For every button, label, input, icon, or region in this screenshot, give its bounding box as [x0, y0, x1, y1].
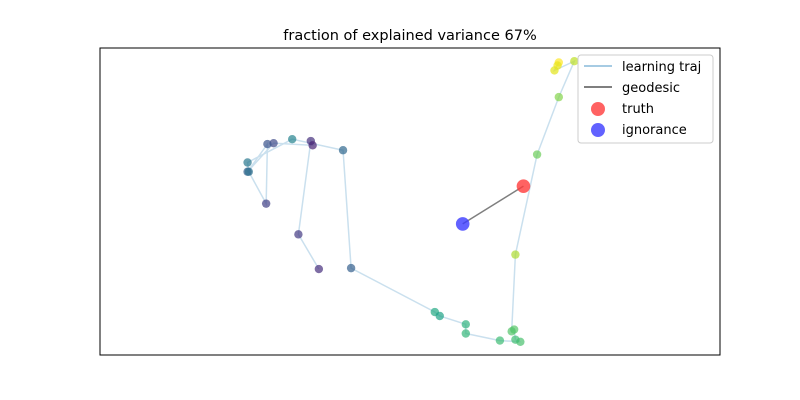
trajectory-point-8: [244, 167, 253, 176]
trajectory-point-19: [511, 335, 520, 344]
trajectory-point-3: [308, 141, 317, 150]
trajectory-points: [243, 57, 579, 346]
truth-marker: [516, 179, 531, 193]
trajectory-point-25: [570, 57, 579, 66]
ignorance-marker: [455, 217, 470, 231]
legend-truth-label: truth: [622, 102, 654, 117]
geodesic-layer: [462, 185, 524, 225]
trajectory-point-23: [532, 150, 542, 159]
geodesic-line: [462, 185, 524, 225]
trajectory-point-1: [294, 230, 303, 239]
trajectory-point-28: [553, 61, 562, 70]
trajectory-point-7: [261, 199, 271, 208]
trajectory-point-22: [511, 250, 520, 259]
trajectory-point-11: [338, 146, 348, 155]
plot-frame: [99, 47, 721, 356]
trajectory-point-9: [243, 158, 252, 167]
trajectory-point-14: [435, 311, 444, 321]
legend-truth-swatch: [591, 102, 605, 116]
trajectory-point-15: [461, 320, 470, 329]
trajectory-point-6: [263, 139, 272, 149]
legend: learning traj geodesic truth ignorance: [577, 54, 714, 144]
legend-ignorance-label: ignorance: [622, 123, 687, 138]
chart-title: fraction of explained variance 67%: [283, 28, 536, 44]
legend-geodesic-label: geodesic: [622, 81, 680, 96]
trajectory-point-10: [288, 134, 297, 144]
legend-ignorance-swatch: [591, 123, 605, 137]
legend-traj-label: learning traj: [622, 60, 701, 75]
trajectory-point-4: [269, 138, 278, 148]
trajectory-point-12: [346, 263, 356, 273]
marker-points: [455, 179, 531, 231]
legend-box: [577, 54, 714, 144]
trajectory-point-16: [461, 329, 470, 338]
trajectory-point-0: [314, 264, 324, 274]
trajectory-point-21: [507, 327, 516, 336]
trajectory-point-24: [554, 92, 563, 102]
trajectory-point-17: [495, 336, 505, 345]
